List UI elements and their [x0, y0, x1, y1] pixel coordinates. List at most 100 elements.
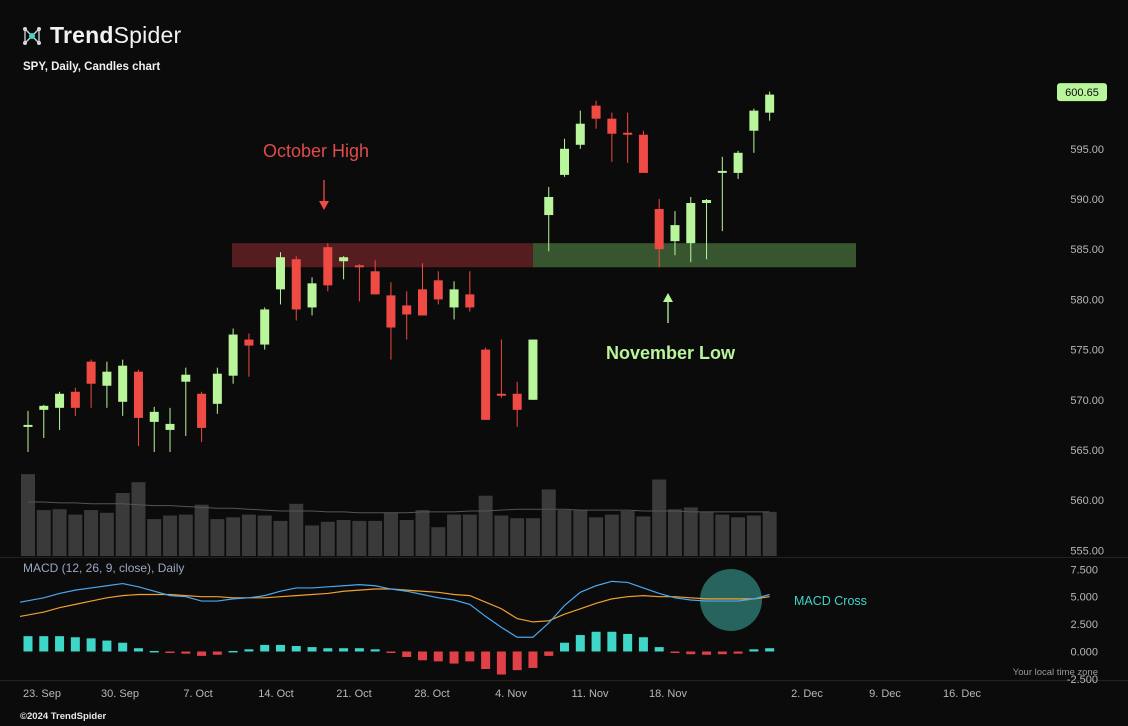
- volume-bar: [431, 527, 446, 556]
- candle: [291, 256, 301, 321]
- macd-histogram-bar: [39, 636, 49, 652]
- macd-histogram-bar: [638, 637, 648, 652]
- macd-histogram-bar: [165, 651, 175, 653]
- macd-histogram-bar: [496, 651, 506, 675]
- macd-histogram-bar: [244, 649, 254, 652]
- volume-bar: [36, 510, 51, 556]
- candle-body: [86, 361, 96, 384]
- macd-histogram-bar: [623, 633, 633, 652]
- macd-histogram-bar: [733, 651, 743, 654]
- candle: [260, 307, 270, 350]
- macd-histogram-bar: [339, 648, 349, 652]
- macd-histogram-bar: [575, 635, 585, 652]
- macd-histogram-bar: [118, 642, 128, 652]
- candle-body: [386, 295, 396, 328]
- chart-subtitle: SPY, Daily, Candles chart: [23, 61, 161, 73]
- candle: [244, 333, 254, 377]
- macd-cross-annotation: MACD Cross: [794, 594, 867, 608]
- candle-body: [733, 152, 743, 173]
- macd-histogram-bar: [275, 644, 285, 652]
- candle-body: [181, 374, 191, 382]
- macd-histogram-bar: [765, 648, 775, 652]
- candle: [55, 391, 65, 430]
- volume-bar: [273, 520, 288, 556]
- candle-body: [275, 257, 285, 290]
- macd-histogram-bar: [212, 651, 222, 655]
- volume-bar: [525, 518, 540, 556]
- volume-bar: [147, 519, 162, 556]
- candle: [165, 407, 175, 453]
- macd-histogram-bar: [197, 651, 207, 656]
- volume-bar: [84, 510, 99, 556]
- candle: [386, 282, 396, 360]
- macd-histogram-bar: [55, 636, 65, 652]
- date-tick-label: 30. Sep: [101, 688, 139, 700]
- candle-body: [623, 132, 633, 135]
- macd-histogram-bar: [544, 651, 554, 656]
- candle: [528, 339, 538, 400]
- candle-body: [670, 225, 680, 242]
- volume-bar: [163, 515, 178, 556]
- volume-bar: [494, 515, 509, 556]
- macd-histogram-bar: [749, 649, 759, 652]
- candle: [181, 367, 191, 436]
- date-tick-label: 2. Dec: [791, 688, 823, 700]
- candle-body: [244, 339, 254, 346]
- candle-body: [402, 305, 412, 315]
- volume-layer: [21, 474, 777, 556]
- macd-histogram-bar: [102, 640, 112, 652]
- date-tick-label: 11. Nov: [571, 688, 609, 700]
- last-price-tag: 600.65: [1057, 83, 1107, 102]
- candle-body: [339, 257, 349, 262]
- date-tick-label: 23. Sep: [23, 688, 61, 700]
- candle-body: [449, 289, 459, 308]
- volume-bar: [557, 510, 572, 556]
- macd-histogram-bar: [70, 637, 80, 652]
- macd-histogram-bar: [654, 647, 664, 652]
- candle: [733, 150, 743, 179]
- macd-signal-line: [19, 588, 770, 623]
- volume-bar: [462, 514, 477, 556]
- candle-body: [496, 393, 506, 396]
- macd-histogram-bar: [307, 647, 317, 652]
- candle-body: [418, 289, 427, 316]
- macd-layer: 7.500 5.000 2.500 0.000 -2.500: [19, 564, 1098, 686]
- candle: [370, 260, 380, 295]
- macd-histogram-bar: [323, 648, 333, 652]
- volume-bar: [636, 516, 651, 556]
- candle-body: [212, 373, 222, 404]
- candle: [212, 367, 222, 414]
- price-tick-label: 565.00: [1070, 445, 1104, 457]
- macd-histogram-bar: [23, 636, 33, 652]
- volume-ma-line: [28, 501, 770, 514]
- volume-bar: [241, 514, 256, 556]
- candle: [354, 264, 364, 302]
- candle: [197, 391, 207, 442]
- macd-histogram-bar: [386, 651, 396, 653]
- support-zone: [532, 243, 856, 268]
- volume-bar: [510, 518, 525, 556]
- candle-body: [575, 123, 585, 145]
- volume-bar: [715, 514, 730, 556]
- volume-bar: [21, 474, 35, 556]
- date-tick-label: 21. Oct: [336, 688, 371, 700]
- macd-histogram-bar: [670, 651, 680, 653]
- candle: [575, 110, 585, 149]
- date-tick-label: 9. Dec: [869, 688, 901, 700]
- local-time-zone-note: Your local time zone: [1012, 667, 1098, 678]
- candles-layer: [23, 91, 775, 453]
- candle: [402, 291, 412, 340]
- date-tick-label: 28. Oct: [414, 688, 449, 700]
- volume-bar: [683, 507, 698, 556]
- volume-bar: [194, 504, 209, 556]
- volume-bar: [699, 511, 714, 556]
- spider-network-icon: [23, 26, 41, 45]
- volume-bar: [652, 479, 667, 556]
- volume-bar: [336, 520, 351, 556]
- candle: [339, 256, 349, 280]
- macd-histogram-bar: [86, 638, 96, 652]
- date-tick-label: 4. Nov: [495, 688, 527, 700]
- candle-body: [323, 247, 333, 286]
- price-axis: 555.00 560.00 565.00 570.00 575.00 580.00 585.…: [0, 144, 1128, 681]
